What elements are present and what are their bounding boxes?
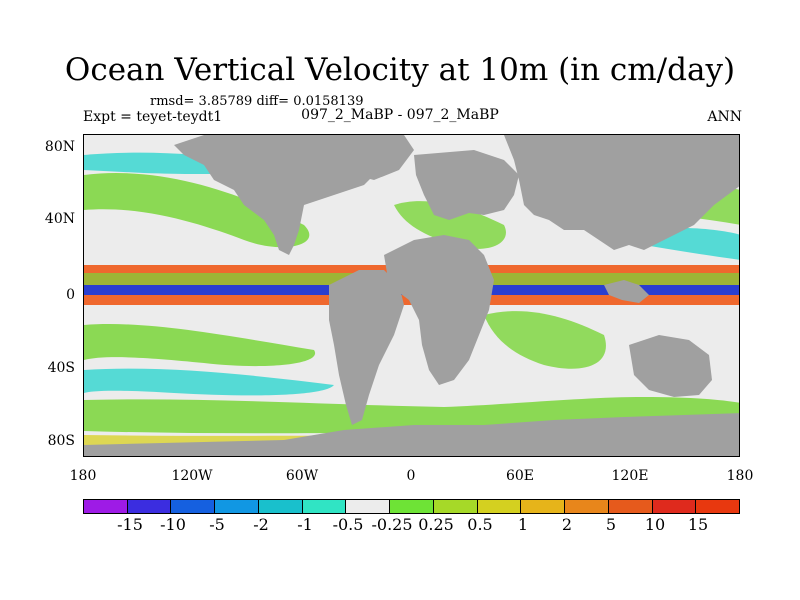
map-title: Ocean Vertical Velocity at 10m (in cm/da… [64, 52, 736, 88]
colorbar-label-12: 5 [605, 515, 617, 534]
land-masses [84, 135, 739, 456]
colorbar [83, 499, 740, 514]
land-north-america [174, 135, 384, 255]
colorbar-box-6 [302, 500, 347, 513]
colorbar-box-13 [608, 500, 653, 513]
land-indonesia [604, 280, 649, 303]
stats-label: rmsd= 3.85789 diff= 0.0158139 [150, 94, 364, 109]
map-svg [84, 135, 739, 456]
colorbar-box-11 [521, 500, 566, 513]
colorbar-label-3: -5 [209, 515, 225, 534]
colorbar-label-9: 0.5 [467, 515, 493, 534]
colorbar-box-3 [171, 500, 216, 513]
colorbar-label-7: -0.25 [371, 515, 413, 534]
field-band-north-subtropics-green [84, 173, 310, 248]
colorbar-box-4 [215, 500, 259, 513]
colorbar-label-11: 2 [561, 515, 573, 534]
experiment-label: Expt = teyet-teydt1 [83, 109, 223, 125]
colorbar-label-2: -10 [160, 515, 186, 534]
field-band-south-pacific-cyan [84, 368, 334, 396]
lon-label-0: 0 [406, 468, 416, 484]
colorbar-box-7 [346, 500, 391, 513]
land-greenland [334, 135, 414, 180]
colorbar-box-15 [696, 500, 740, 513]
colorbar-label-8: 0.25 [418, 515, 454, 534]
field-band-south-pacific-green [84, 324, 316, 367]
colorbar-label-10: 1 [517, 515, 529, 534]
land-south-america [329, 270, 404, 425]
field-band-indian-green [484, 311, 606, 369]
colorbar-box-9 [433, 500, 478, 513]
colorbar-box-14 [652, 500, 697, 513]
lon-label-180-left: 180 [69, 468, 97, 484]
colorbar-box-1 [84, 500, 128, 513]
land-australia [629, 335, 712, 397]
comparison-label: 097_2_MaBP - 097_2_MaBP [301, 107, 499, 123]
lon-label-60e: 60E [505, 468, 535, 484]
land-asia [504, 135, 739, 250]
season-label: ANN [707, 109, 742, 125]
lat-label-40s: 40S [47, 360, 75, 376]
colorbar-label-5: -1 [297, 515, 313, 534]
lat-label-80s: 80S [47, 433, 75, 449]
colorbar-label-14: 15 [687, 515, 709, 534]
map-plot-area [83, 134, 740, 457]
colorbar-label-1: -15 [117, 515, 143, 534]
colorbar-box-10 [477, 500, 522, 513]
lat-label-80n: 80N [44, 139, 75, 155]
lon-label-120w: 120W [171, 468, 213, 484]
land-europe [414, 150, 519, 220]
colorbar-box-12 [565, 500, 609, 513]
colorbar-box-5 [258, 500, 303, 513]
field-band-atlantic-green [394, 201, 506, 249]
lat-label-40n: 40N [44, 211, 75, 227]
lat-label-equator: 0 [66, 287, 75, 303]
lon-label-180-right: 180 [726, 468, 754, 484]
colorbar-box-2 [127, 500, 172, 513]
land-africa [384, 235, 494, 385]
colorbar-label-6: -0.5 [332, 515, 364, 534]
lon-label-60w: 60W [285, 468, 319, 484]
colorbar-box-8 [390, 500, 434, 513]
colorbar-label-4: -2 [253, 515, 269, 534]
lon-label-120e: 120E [611, 468, 649, 484]
land-antarctica [84, 413, 739, 456]
colorbar-label-13: 10 [644, 515, 666, 534]
